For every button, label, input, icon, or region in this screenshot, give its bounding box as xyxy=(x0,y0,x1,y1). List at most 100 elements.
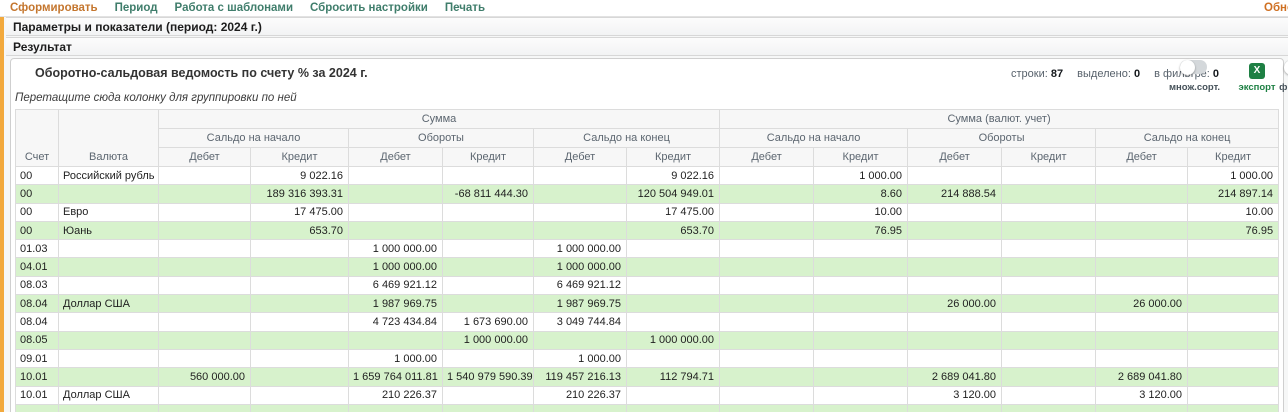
value-cell[interactable]: 210 226.37 xyxy=(533,385,627,405)
table-row[interactable]: 00 Юань 653.70 653.70 76.95 76.95 xyxy=(15,220,1280,241)
currency-cell[interactable] xyxy=(58,403,159,412)
currency-cell[interactable]: Доллар США xyxy=(58,385,159,405)
value-cell[interactable] xyxy=(158,312,251,332)
value-cell[interactable] xyxy=(1001,403,1097,412)
value-cell[interactable] xyxy=(813,312,909,332)
value-cell[interactable] xyxy=(158,385,251,405)
value-cell[interactable] xyxy=(907,202,1003,222)
value-cell[interactable] xyxy=(158,184,251,204)
filter-toggle[interactable] xyxy=(1283,59,1288,75)
value-cell[interactable] xyxy=(348,165,443,186)
value-cell[interactable] xyxy=(719,403,815,412)
value-cell[interactable] xyxy=(250,294,349,314)
value-cell[interactable] xyxy=(442,385,534,405)
value-cell[interactable] xyxy=(813,367,909,387)
value-cell[interactable] xyxy=(813,239,909,259)
value-cell[interactable]: 119 457 216.13 xyxy=(533,367,627,387)
table-row[interactable]: 08.04 4 723 434.84 1 673 690.00 3 049 744.8… xyxy=(15,312,1280,332)
value-cell[interactable] xyxy=(442,257,534,277)
value-cell[interactable]: 10.00 xyxy=(813,202,909,222)
value-cell[interactable]: 8.60 xyxy=(813,184,909,204)
currency-cell[interactable] xyxy=(58,257,159,277)
value-cell[interactable] xyxy=(719,257,815,277)
value-cell[interactable] xyxy=(813,257,909,277)
value-cell[interactable]: 1 673 690.00 xyxy=(442,312,534,332)
table-row[interactable]: 08.04 Доллар США 1 987 969.75 1 987 969.75 2… xyxy=(15,294,1280,314)
value-cell[interactable] xyxy=(1187,257,1280,277)
value-cell[interactable] xyxy=(250,257,349,277)
currency-cell[interactable] xyxy=(58,348,159,369)
menu-item-reset-settings[interactable]: Сбросить настройки xyxy=(310,2,428,14)
value-cell[interactable]: 1 000 000.00 xyxy=(348,239,443,259)
account-cell[interactable]: 00 xyxy=(15,220,59,241)
value-cell[interactable]: 214 897.14 xyxy=(1187,184,1280,204)
value-cell[interactable] xyxy=(348,184,443,204)
value-cell[interactable]: 1 000.00 xyxy=(348,348,443,369)
value-cell[interactable] xyxy=(442,275,534,296)
value-cell[interactable] xyxy=(719,275,815,296)
value-cell[interactable] xyxy=(907,220,1003,241)
value-cell[interactable] xyxy=(250,330,349,350)
table-row[interactable]: 04.01 1 000 000.00 1 000 000.00 xyxy=(15,257,1280,277)
section-bar-result[interactable]: Результат xyxy=(6,37,1288,56)
value-cell[interactable] xyxy=(719,294,815,314)
currency-cell[interactable] xyxy=(58,367,159,387)
menu-item-templates[interactable]: Работа с шаблонами xyxy=(174,2,294,14)
value-cell[interactable] xyxy=(719,202,815,222)
value-cell[interactable] xyxy=(719,385,815,405)
value-cell[interactable] xyxy=(719,330,815,350)
table-row[interactable]: 10.01 560 000.00 1 659 764 011.81 1 540 979… xyxy=(15,367,1280,387)
value-cell[interactable]: 76.95 xyxy=(1187,220,1280,241)
value-cell[interactable] xyxy=(533,165,627,186)
value-cell[interactable] xyxy=(348,202,443,222)
value-cell[interactable]: 1 000 000.00 xyxy=(348,257,443,277)
value-cell[interactable] xyxy=(250,348,349,369)
value-cell[interactable] xyxy=(1001,312,1097,332)
value-cell[interactable] xyxy=(1095,220,1189,241)
account-cell[interactable]: 00 xyxy=(15,165,59,186)
value-cell[interactable] xyxy=(625,275,721,296)
value-cell[interactable]: 2 689 041.80 xyxy=(907,367,1003,387)
value-cell[interactable] xyxy=(1095,330,1189,350)
value-cell[interactable] xyxy=(813,348,909,369)
value-cell[interactable]: 17 475.00 xyxy=(250,202,349,222)
col-header-debit[interactable]: Дебет xyxy=(907,147,1003,167)
value-cell[interactable] xyxy=(625,385,721,405)
value-cell[interactable] xyxy=(1001,348,1097,369)
currency-cell[interactable] xyxy=(58,330,159,350)
value-cell[interactable]: 10.00 xyxy=(1187,202,1280,222)
value-cell[interactable]: 1 000 000.00 xyxy=(625,330,721,350)
value-cell[interactable] xyxy=(158,348,251,369)
account-cell[interactable]: 01.03 xyxy=(15,239,59,259)
table-row[interactable]: 10.01 Доллар США 210 226.37 210 226.37 3 120… xyxy=(15,385,1280,405)
col-header-debit[interactable]: Дебет xyxy=(1095,147,1189,167)
col-header-currency[interactable]: Валюта xyxy=(58,109,159,167)
value-cell[interactable] xyxy=(1187,367,1280,387)
currency-cell[interactable]: Доллар США xyxy=(58,294,159,314)
value-cell[interactable] xyxy=(1187,403,1280,412)
value-cell[interactable] xyxy=(158,202,251,222)
value-cell[interactable] xyxy=(907,239,1003,259)
value-cell[interactable] xyxy=(533,220,627,241)
value-cell[interactable] xyxy=(442,294,534,314)
value-cell[interactable] xyxy=(1001,184,1097,204)
value-cell[interactable] xyxy=(1095,165,1189,186)
value-cell[interactable] xyxy=(625,312,721,332)
value-cell[interactable] xyxy=(719,239,815,259)
value-cell[interactable] xyxy=(442,165,534,186)
value-cell[interactable] xyxy=(1001,165,1097,186)
value-cell[interactable]: 1 540 979 590.39 xyxy=(442,367,534,387)
value-cell[interactable]: 9 022.16 xyxy=(250,165,349,186)
col-header-credit[interactable]: Кредит xyxy=(1001,147,1097,167)
value-cell[interactable] xyxy=(1001,385,1097,405)
value-cell[interactable] xyxy=(625,294,721,314)
value-cell[interactable]: 3 049 744.84 xyxy=(533,312,627,332)
value-cell[interactable]: 653.70 xyxy=(625,220,721,241)
value-cell[interactable]: 1 000 000.00 xyxy=(533,257,627,277)
value-cell[interactable] xyxy=(813,294,909,314)
value-cell[interactable] xyxy=(250,239,349,259)
table-row[interactable]: 08.05 1 000 000.00 1 000 000.00 xyxy=(15,330,1280,350)
col-header-debit[interactable]: Дебет xyxy=(348,147,443,167)
value-cell[interactable] xyxy=(907,312,1003,332)
col-header-debit[interactable]: Дебет xyxy=(158,147,251,167)
